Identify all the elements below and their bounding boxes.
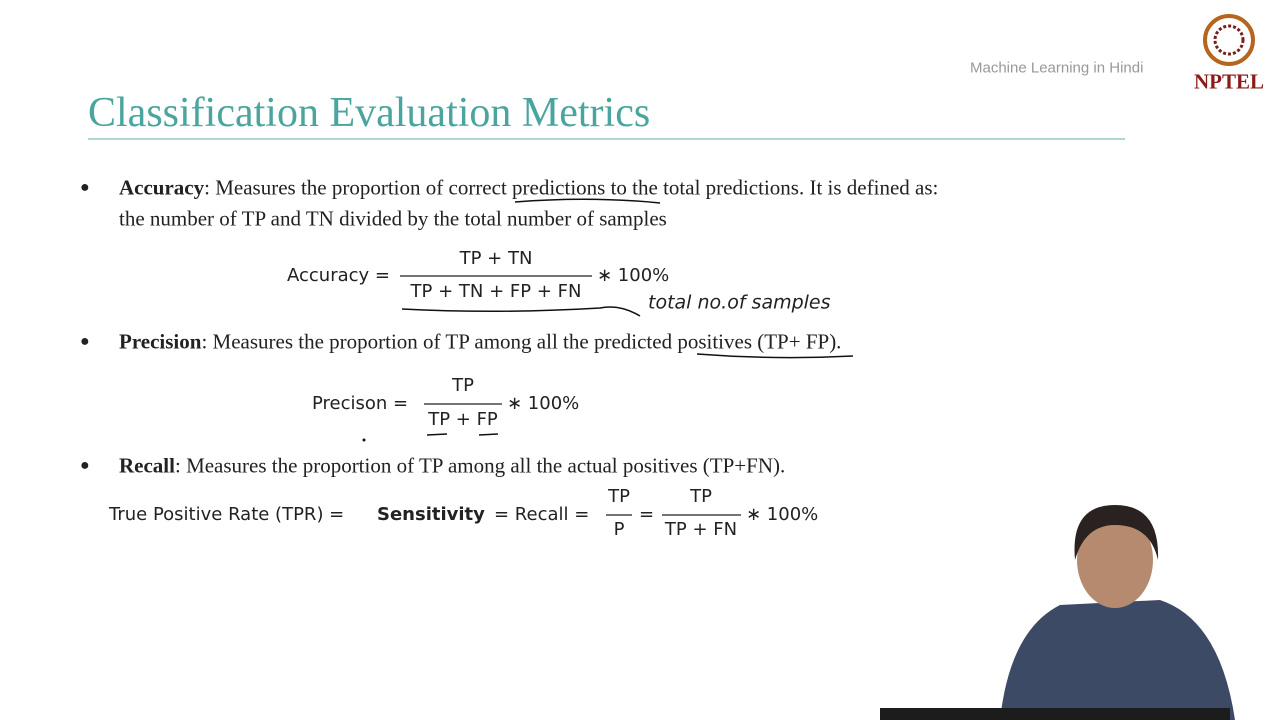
formula-lhs: True Positive Rate (TPR) = <box>109 504 345 525</box>
handwritten-note: total no.of samples <box>648 291 831 314</box>
ink-dot <box>362 438 366 442</box>
formula-lhs: Precison = <box>312 393 409 414</box>
numerator: TP <box>452 375 474 396</box>
numerator: TP + TN <box>459 248 533 269</box>
denominator: P <box>613 519 625 540</box>
bullet: ● <box>80 333 90 350</box>
denominator: TP + FN <box>664 519 738 540</box>
presenter-face <box>1077 512 1153 608</box>
course-name: Machine Learning in Hindi <box>970 59 1144 77</box>
bullet-text: Recall: Measures the proportion of TP am… <box>119 453 786 478</box>
description: : Measures the proportion of correct pre… <box>204 175 939 200</box>
numerator: TP <box>690 486 712 507</box>
logo-core <box>1213 24 1245 56</box>
multiplier: ∗ 100% <box>597 265 670 286</box>
podium <box>880 708 1230 720</box>
ink-underline <box>514 198 661 204</box>
denominator: TP + FP <box>428 409 498 430</box>
bullet-text: Accuracy: Measures the proportion of cor… <box>119 175 939 200</box>
formula-lhs: Accuracy = <box>287 265 390 286</box>
logo-text: NPTEL <box>1193 69 1265 94</box>
presenter-body <box>1000 600 1235 720</box>
multiplier: ∗ 100% <box>746 504 819 525</box>
slide-title: Classification Evaluation Metrics <box>88 90 651 136</box>
formula-middle: = Recall = <box>494 504 590 525</box>
term: Recall <box>119 453 175 478</box>
term: Precision <box>119 329 202 354</box>
description: : Measures the proportion of TP among al… <box>201 329 842 354</box>
equals: = <box>639 504 655 525</box>
presenter-hair <box>1074 505 1159 560</box>
ink-underline <box>696 353 854 359</box>
logo-ring <box>1203 14 1255 66</box>
multiplier: ∗ 100% <box>507 393 580 414</box>
description: the number of TP and TN divided by the t… <box>119 206 667 231</box>
denominator: TP + TN + FP + FN <box>410 281 582 302</box>
bullet-text: Precision: Measures the proportion of TP… <box>119 329 842 354</box>
ink-underline <box>426 433 499 436</box>
bullet: ● <box>80 457 90 474</box>
description: : Measures the proportion of TP among al… <box>174 453 786 478</box>
bullet: ● <box>80 179 90 196</box>
ink-underline <box>401 306 641 317</box>
formula-bold: Sensitivity <box>377 504 485 525</box>
numerator: TP <box>608 486 630 507</box>
term: Accuracy <box>119 175 205 200</box>
